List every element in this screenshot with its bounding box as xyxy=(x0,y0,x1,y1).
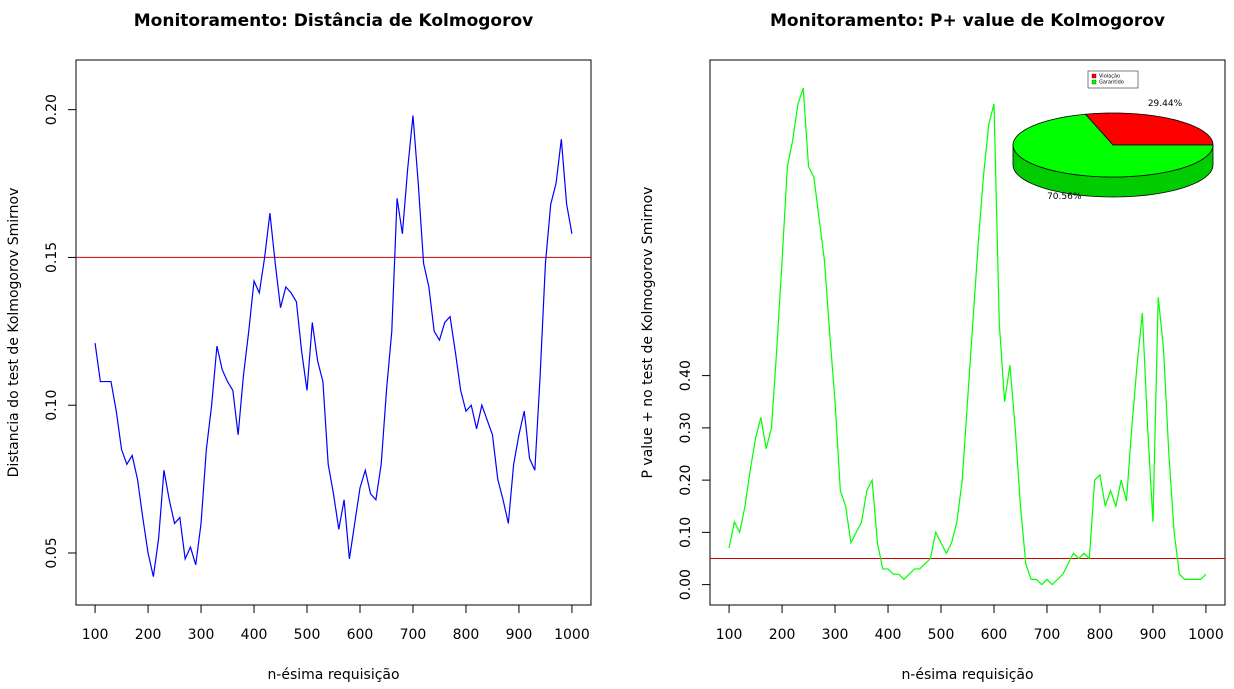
y-tick-label: 0.40 xyxy=(678,360,694,391)
plot-frame xyxy=(75,59,592,606)
y-axis-label: P value + no test de Kolmogorov Smirnov xyxy=(640,187,656,479)
y-tick-label: 0.00 xyxy=(678,569,694,600)
y-tick-label: 0.20 xyxy=(44,94,60,125)
x-tick-label: 200 xyxy=(769,627,796,643)
data-line xyxy=(94,115,573,577)
x-tick-label: 800 xyxy=(1087,627,1114,643)
data-line xyxy=(728,88,1207,586)
legend-label: Violação xyxy=(1099,74,1120,80)
plot-frame xyxy=(709,59,1226,606)
x-tick-label: 700 xyxy=(1034,627,1061,643)
pie-value-label: 29.44% xyxy=(1148,99,1183,109)
y-tick-label: 0.05 xyxy=(44,537,60,568)
x-tick-label: 400 xyxy=(241,627,268,643)
x-tick-label: 500 xyxy=(294,627,321,643)
x-tick-label: 1000 xyxy=(1188,627,1224,643)
y-axis-label: Distancia do test de Kolmogorov Smirnov xyxy=(6,188,22,478)
y-tick-label: 0.15 xyxy=(44,242,60,273)
y-tick-label: 0.10 xyxy=(44,390,60,421)
chart-title: Monitoramento: Distância de Kolmogorov xyxy=(134,11,534,31)
x-tick-label: 1000 xyxy=(554,627,590,643)
pie-slice xyxy=(1084,112,1214,146)
legend-box xyxy=(1087,70,1139,89)
legend-label: Garantido xyxy=(1099,80,1124,86)
x-tick-label: 500 xyxy=(928,627,955,643)
x-tick-label: 100 xyxy=(82,627,109,643)
legend-swatch xyxy=(1091,79,1097,85)
x-tick-label: 600 xyxy=(347,627,374,643)
x-tick-label: 300 xyxy=(188,627,215,643)
x-tick-label: 800 xyxy=(453,627,480,643)
y-tick-label: 0.10 xyxy=(678,517,694,548)
x-axis-label: n-ésima requisição xyxy=(267,667,399,683)
x-tick-label: 300 xyxy=(822,627,849,643)
x-tick-label: 700 xyxy=(400,627,427,643)
y-tick-label: 0.20 xyxy=(678,465,694,496)
x-tick-label: 900 xyxy=(1140,627,1167,643)
pie-value-label: 70.56% xyxy=(1047,192,1082,202)
pie-slice xyxy=(1012,113,1214,178)
x-axis-label: n-ésima requisição xyxy=(901,667,1033,683)
x-tick-label: 100 xyxy=(716,627,743,643)
x-tick-label: 400 xyxy=(875,627,902,643)
chart-title: Monitoramento: P+ value de Kolmogorov xyxy=(770,11,1165,31)
x-tick-label: 200 xyxy=(135,627,162,643)
legend-swatch xyxy=(1091,73,1097,79)
y-tick-label: 0.30 xyxy=(678,412,694,443)
x-tick-label: 900 xyxy=(506,627,533,643)
x-tick-label: 600 xyxy=(981,627,1008,643)
